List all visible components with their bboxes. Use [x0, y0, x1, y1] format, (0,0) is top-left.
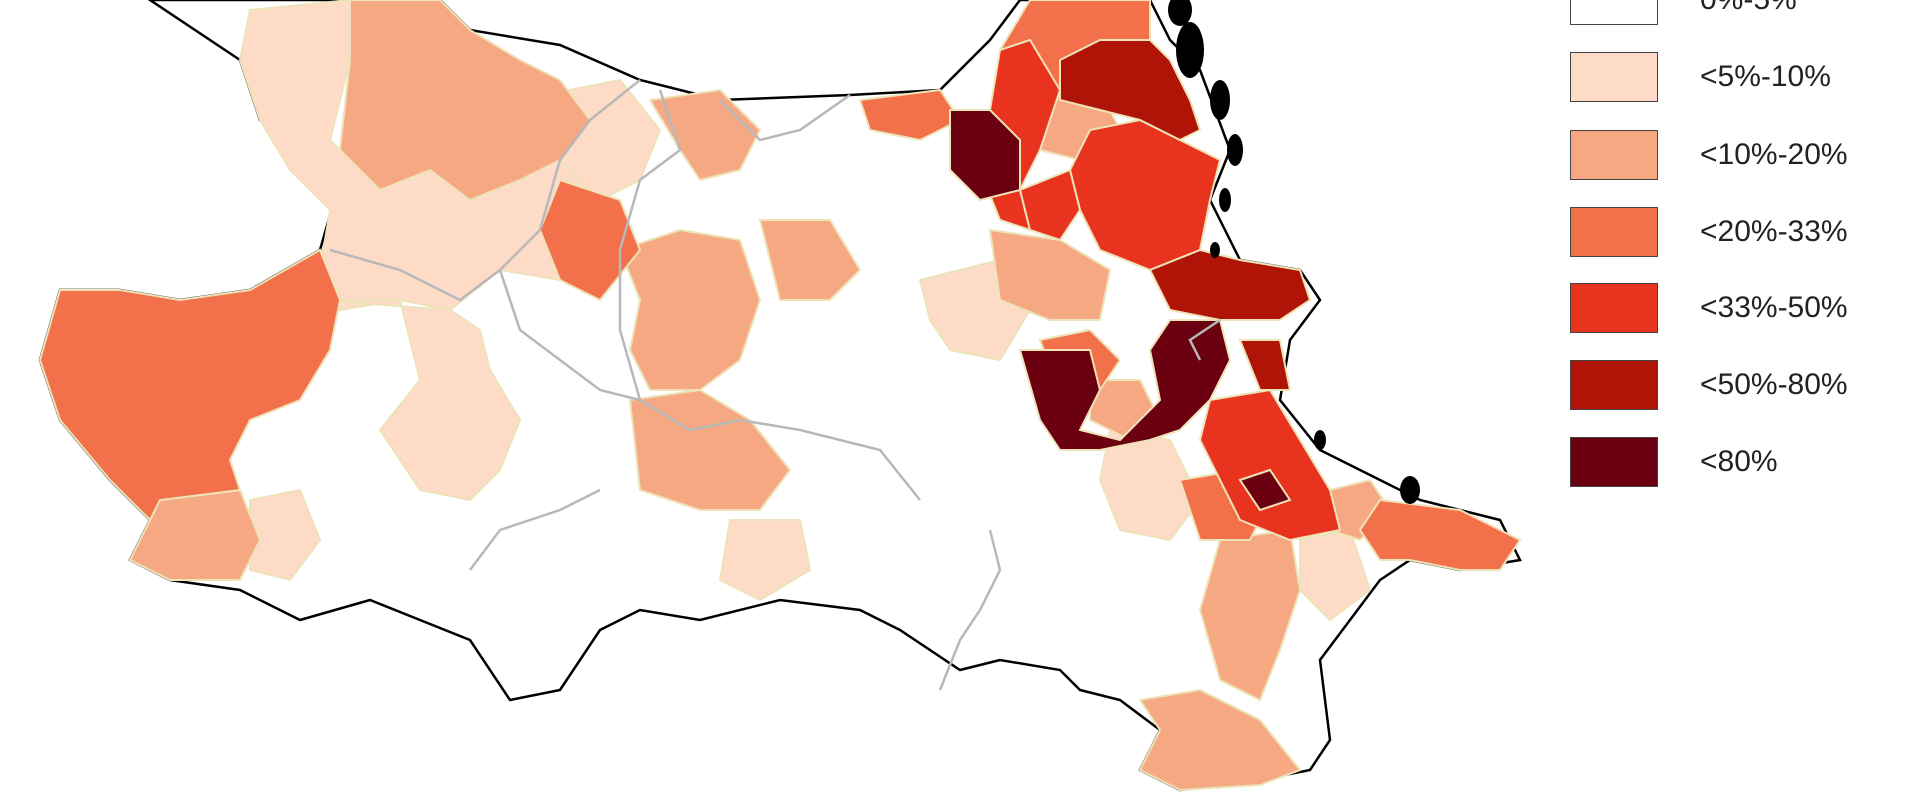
legend-label: <33%-50%: [1700, 291, 1848, 324]
legend-item: <20%-33%: [1570, 207, 1910, 263]
class-80-regions: [949, 109, 1292, 512]
region-center-light: [618, 228, 762, 391]
region-south-west-light: [128, 488, 262, 581]
region-west-center-pale: [319, 299, 522, 502]
legend-label: 0%-5%: [1700, 0, 1797, 17]
region-south-east-pale: [1098, 428, 1202, 542]
region-east-coast-dark: [1238, 339, 1292, 391]
region-far-south-light: [1138, 688, 1302, 792]
legend-label: <80%: [1700, 445, 1778, 478]
river-water: [1168, 0, 1420, 504]
class-50-80-regions: [1059, 39, 1312, 391]
region-north-east-dark: [1059, 39, 1202, 142]
legend-swatch: [1570, 360, 1658, 410]
legend-item: <10%-20%: [1570, 130, 1910, 186]
region-north-west-light: [338, 0, 592, 202]
class-10-20-regions: [128, 0, 1392, 792]
legend-label: <5%-10%: [1700, 60, 1831, 93]
legend-item: <80%: [1570, 437, 1910, 493]
legend-swatch: [1570, 0, 1658, 25]
legend-label: <10%-20%: [1700, 138, 1848, 171]
region-center-south-light: [628, 388, 792, 511]
region-south-east-red: [1198, 388, 1342, 542]
legend-swatch: [1570, 437, 1658, 487]
region-north-east-2-orange: [858, 88, 962, 142]
legend-item: 0%-5%: [1570, 0, 1910, 31]
region-east-dark: [1148, 248, 1312, 321]
legend-swatch: [1570, 52, 1658, 102]
region-boundaries: [329, 79, 1221, 691]
region-center-2-light: [758, 219, 862, 301]
legend-swatch: [1570, 207, 1658, 257]
region-coast-orange: [1358, 498, 1522, 571]
class-5-10-regions: [238, 0, 1372, 622]
legend-label: <20%-33%: [1700, 215, 1848, 248]
region-south-pale: [718, 519, 812, 602]
legend-label: <50%-80%: [1700, 368, 1848, 401]
region-west-orange: [38, 248, 342, 522]
legend-swatch: [1570, 283, 1658, 333]
legend-item: <50%-80%: [1570, 360, 1910, 416]
legend-item: <5%-10%: [1570, 52, 1910, 108]
class-20-33-regions: [38, 0, 1522, 571]
legend-item: <33%-50%: [1570, 283, 1910, 339]
legend-swatch: [1570, 130, 1658, 180]
region-east-2-red: [1018, 168, 1082, 242]
map-legend: 0%-5% <5%-10% <10%-20% <20%-33% <33%-50% <50%…: [1570, 0, 1910, 500]
region-south-east-darkest: [1238, 468, 1292, 512]
region-north-darkest: [949, 109, 1021, 202]
